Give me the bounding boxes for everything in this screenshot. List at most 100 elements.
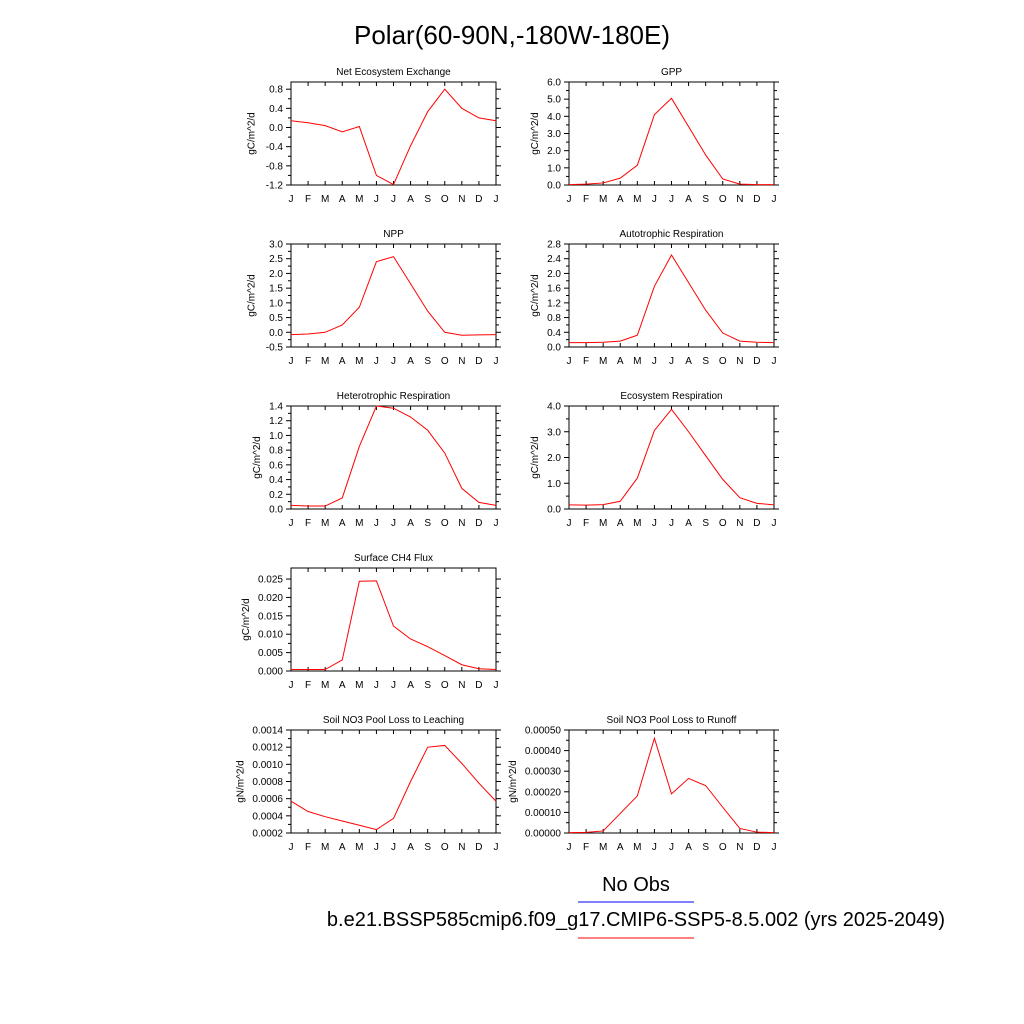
- x-tick-label: M: [633, 194, 641, 205]
- x-tick-label: A: [685, 356, 692, 367]
- y-tick-label: 0.8: [547, 313, 561, 324]
- x-tick-label: O: [719, 842, 727, 853]
- x-tick-label: J: [374, 518, 379, 529]
- y-tick-label: 0.4: [269, 104, 283, 115]
- y-tick-label: 0.0: [547, 181, 561, 192]
- x-tick-label: J: [289, 194, 294, 205]
- x-tick-label: A: [407, 680, 414, 691]
- panel-title: NPP: [383, 229, 404, 240]
- y-tick-label: 1.6: [547, 284, 561, 295]
- x-tick-label: M: [321, 356, 329, 367]
- x-tick-label: O: [441, 842, 449, 853]
- plot-frame: [568, 81, 775, 186]
- series-line: [568, 736, 775, 834]
- series-line: [569, 254, 775, 344]
- x-tick-label: O: [441, 356, 449, 367]
- y-tick-label: 2.0: [547, 146, 561, 157]
- x-tick-label: J: [652, 518, 657, 529]
- y-tick-label: 0.00050: [525, 726, 562, 737]
- x-tick-label: A: [339, 842, 346, 853]
- y-tick-label: 0.000: [258, 667, 283, 678]
- x-tick-label: M: [355, 842, 363, 853]
- y-tick-label: 4.0: [547, 112, 561, 123]
- x-tick-label: S: [702, 518, 709, 529]
- x-tick-label: D: [753, 842, 760, 853]
- y-tick-label: 0.4: [547, 328, 561, 339]
- x-tick-label: A: [339, 680, 346, 691]
- y-tick-label: 3.0: [547, 129, 561, 140]
- x-tick-label: M: [321, 518, 329, 529]
- x-tick-label: S: [424, 680, 431, 691]
- chart-npp: J F M A M J J A S O N D J-0.50.00.51.01.52.02.53.0NP…: [247, 229, 501, 367]
- x-tick-label: M: [321, 680, 329, 691]
- x-tick-label: F: [583, 194, 589, 205]
- panel-title: Heterotrophic Respiration: [337, 391, 450, 402]
- x-tick-label: J: [567, 842, 572, 853]
- y-tick-label: 2.4: [547, 254, 561, 265]
- plot-frame: [290, 405, 497, 510]
- chart-soil-no3-pool-loss-to-runoff: J F M A M J J A S O N D J0.000000.000100.000200.0003…: [508, 715, 779, 853]
- y-tick-label: 0.0: [269, 505, 283, 516]
- x-tick-label: N: [458, 842, 465, 853]
- x-tick-label: D: [475, 518, 482, 529]
- x-tick-label: F: [305, 680, 311, 691]
- x-tick-label: N: [736, 842, 743, 853]
- x-tick-label: J: [652, 194, 657, 205]
- x-tick-label: A: [339, 194, 346, 205]
- y-tick-label: 2.0: [547, 453, 561, 464]
- plot-frame: [568, 243, 775, 348]
- x-tick-label: M: [355, 680, 363, 691]
- y-tick-label: 0.0006: [252, 794, 283, 805]
- y-tick-label: 0.6: [269, 460, 283, 471]
- x-tick-label: A: [407, 518, 414, 529]
- x-tick-label: J: [669, 842, 674, 853]
- series-line: [290, 744, 497, 831]
- x-tick-label: A: [617, 194, 624, 205]
- x-tick-label: F: [305, 356, 311, 367]
- x-tick-label: M: [355, 194, 363, 205]
- panel-title: Surface CH4 Flux: [354, 553, 433, 564]
- x-tick-label: D: [753, 518, 760, 529]
- plot-frame: [568, 405, 775, 510]
- chart-surface-ch4-flux: J F M A M J J A S O N D J0.0000.0050.0100.0150.0200.…: [241, 553, 501, 691]
- y-tick-label: 0.025: [258, 575, 283, 586]
- x-tick-label: S: [702, 842, 709, 853]
- chart-heterotrophic-respiration: J F M A M J J A S O N D J0.00.20.40.60.81.01.21.4Het…: [252, 391, 501, 529]
- x-tick-label: O: [719, 518, 727, 529]
- x-tick-label: O: [719, 356, 727, 367]
- x-tick-label: A: [617, 842, 624, 853]
- y-tick-label: 0.0002: [252, 829, 283, 840]
- series-line: [290, 256, 497, 336]
- y-tick-label: 1.4: [269, 402, 283, 413]
- x-tick-label: J: [567, 518, 572, 529]
- y-tick-label: 0.0012: [252, 743, 283, 754]
- chart-gpp: J F M A M J J A S O N D J0.01.02.03.04.05.06.0GPPgC/…: [530, 67, 779, 205]
- y-tick-label: 0.0014: [252, 726, 283, 737]
- y-tick-label: 1.2: [547, 298, 561, 309]
- x-tick-label: J: [391, 842, 396, 853]
- x-tick-label: S: [702, 194, 709, 205]
- series-line: [290, 88, 497, 186]
- x-tick-label: S: [702, 356, 709, 367]
- x-tick-label: J: [652, 356, 657, 367]
- y-tick-label: 0.00020: [525, 787, 562, 798]
- x-tick-label: J: [374, 842, 379, 853]
- x-tick-label: S: [424, 518, 431, 529]
- x-tick-label: N: [736, 194, 743, 205]
- chart-autotrophic-respiration: J F M A M J J A S O N D J0.00.40.81.21.62.02.42.8Aut…: [530, 229, 779, 367]
- x-tick-label: O: [441, 680, 449, 691]
- x-tick-label: A: [339, 518, 346, 529]
- x-tick-label: D: [475, 680, 482, 691]
- y-tick-label: 0.00030: [525, 767, 562, 778]
- x-tick-label: M: [321, 194, 329, 205]
- x-tick-label: D: [475, 194, 482, 205]
- x-tick-label: J: [567, 194, 572, 205]
- x-tick-label: J: [669, 194, 674, 205]
- series-line: [290, 405, 497, 507]
- y-tick-label: -1.2: [266, 181, 284, 192]
- x-tick-label: J: [374, 356, 379, 367]
- y-tick-label: 0.005: [258, 648, 283, 659]
- y-tick-label: 2.5: [269, 254, 283, 265]
- x-tick-label: S: [424, 356, 431, 367]
- x-tick-label: D: [753, 194, 760, 205]
